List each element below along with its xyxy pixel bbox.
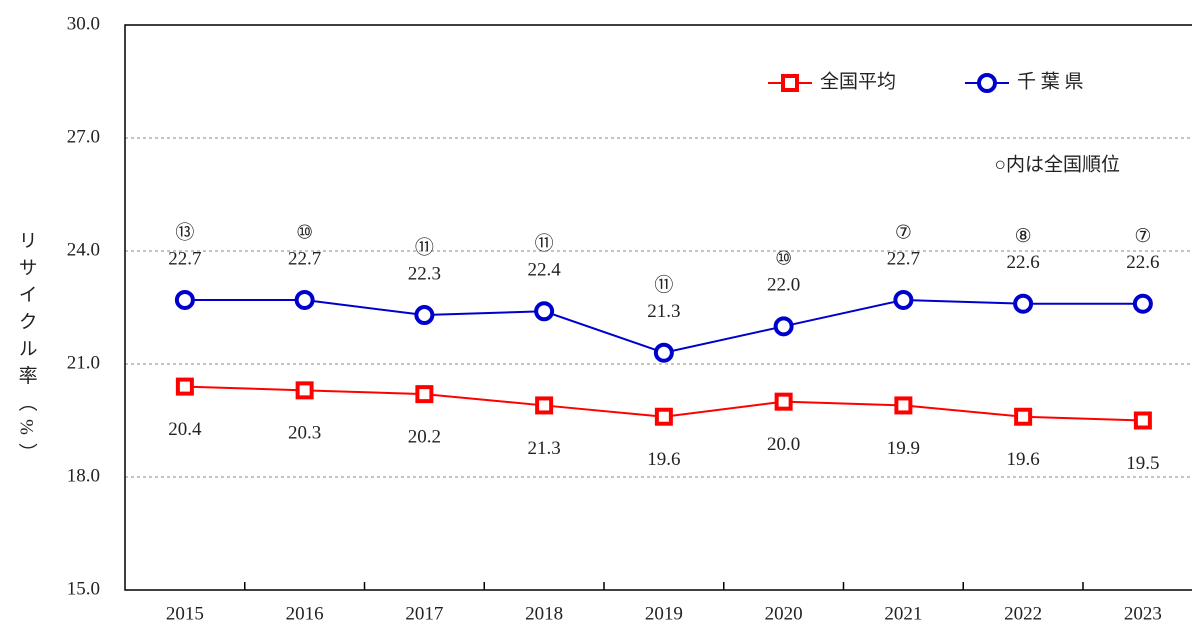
rank-label: ⑦ xyxy=(1134,226,1151,247)
marker xyxy=(534,301,555,322)
y-tick-label: 30.0 xyxy=(67,13,100,34)
value-label: 22.7 xyxy=(887,248,920,269)
value-label: 21.3 xyxy=(528,438,561,459)
value-label: 20.0 xyxy=(767,434,800,455)
rank-label: ⑪ xyxy=(654,274,673,296)
x-tick-label: 2021 xyxy=(884,603,922,624)
note: ○内は全国順位 xyxy=(995,153,1120,175)
marker xyxy=(893,289,914,310)
marker xyxy=(535,396,554,415)
marker xyxy=(1133,411,1152,430)
y-tick-label: 18.0 xyxy=(67,465,100,486)
value-label: 22.7 xyxy=(168,248,201,269)
x-tick-label: 2017 xyxy=(405,603,443,624)
marker xyxy=(1014,407,1033,426)
marker xyxy=(174,289,195,310)
x-tick-label: 2023 xyxy=(1124,603,1162,624)
value-label: 19.9 xyxy=(887,438,920,459)
x-tick-label: 2020 xyxy=(765,603,803,624)
plot-frame xyxy=(124,24,1192,591)
marker xyxy=(295,381,314,400)
value-label: 22.7 xyxy=(288,248,321,269)
value-label: 19.6 xyxy=(1007,449,1040,470)
value-label: 20.3 xyxy=(288,423,321,444)
rank-label: ⑩ xyxy=(296,222,313,243)
value-label: 21.3 xyxy=(647,301,680,322)
value-label: 22.6 xyxy=(1126,252,1159,273)
marker xyxy=(1132,293,1153,314)
y-tick-label: 15.0 xyxy=(67,578,100,599)
value-label: 19.6 xyxy=(647,449,680,470)
marker xyxy=(653,342,674,363)
rank-label: ⑪ xyxy=(535,233,554,255)
rank-label: ⑪ xyxy=(415,236,434,258)
x-tick-label: 2015 xyxy=(166,603,204,624)
value-label: 22.0 xyxy=(767,275,800,296)
value-label: 20.2 xyxy=(408,426,441,447)
marker xyxy=(654,407,673,426)
x-tick-label: 2016 xyxy=(286,603,324,624)
x-tick-label: 2018 xyxy=(525,603,563,624)
marker xyxy=(175,377,194,396)
legend-marker xyxy=(977,73,997,93)
legend-label: 全国平均 xyxy=(820,70,896,92)
rank-label: ⑬ xyxy=(175,221,194,243)
y-tick-label: 21.0 xyxy=(67,352,100,373)
marker xyxy=(774,392,793,411)
marker xyxy=(1013,293,1034,314)
marker xyxy=(294,289,315,310)
value-label: 22.4 xyxy=(528,260,562,281)
legend-label: 千 葉 県 xyxy=(1017,70,1084,92)
marker xyxy=(894,396,913,415)
y-axis-label: リサイクル率（%） xyxy=(16,230,38,470)
rank-label: ⑩ xyxy=(775,249,792,270)
marker xyxy=(415,385,434,404)
x-tick-label: 2019 xyxy=(645,603,683,624)
rank-label: ⑧ xyxy=(1015,226,1032,247)
value-label: 22.6 xyxy=(1007,252,1040,273)
legend-marker xyxy=(781,74,799,92)
y-tick-label: 27.0 xyxy=(67,126,100,147)
value-label: 22.3 xyxy=(408,263,441,284)
value-label: 19.5 xyxy=(1126,453,1159,474)
marker xyxy=(773,316,794,337)
rank-label: ⑦ xyxy=(895,222,912,243)
x-tick-label: 2022 xyxy=(1004,603,1042,624)
y-tick-label: 24.0 xyxy=(67,239,100,260)
value-label: 20.4 xyxy=(168,419,202,440)
marker xyxy=(414,305,435,326)
